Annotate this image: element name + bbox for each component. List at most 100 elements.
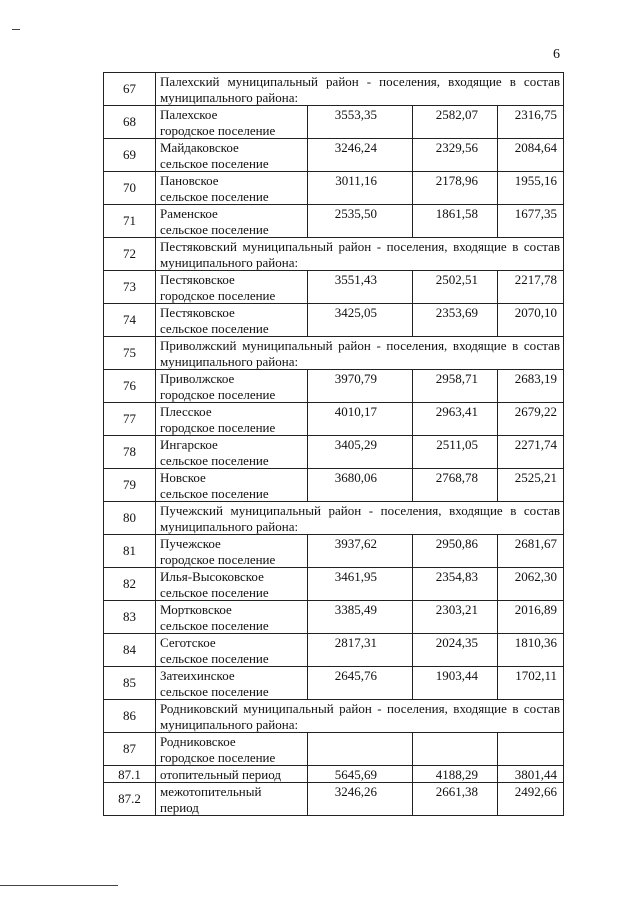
- value-cell-2: 1861,58: [412, 204, 498, 238]
- row-number: 69: [103, 138, 156, 172]
- table-row: 87.1 отопительный период 5645,69 4188,29 380…: [103, 765, 565, 783]
- value-cell-3: 2084,64: [496, 138, 565, 172]
- settlement-name-line: Илья-Высоковское: [160, 569, 264, 584]
- page-number: 6: [553, 47, 560, 62]
- table-row: 76 Приволжское городское поселение 3970,79 2…: [103, 369, 565, 403]
- value-cell-2: 2353,69: [412, 303, 498, 337]
- row-number: 83: [103, 600, 156, 634]
- settlement-name: Майдаковское сельское поселение: [155, 138, 308, 172]
- value-cell-3: [496, 732, 565, 766]
- table-row: 85 Затеихинское сельское поселение 2645,76 1…: [103, 666, 565, 700]
- settlement-name: Родниковское городское поселение: [155, 732, 308, 766]
- district-header: Родниковский муниципальный район - посел…: [154, 699, 565, 733]
- settlement-name-line: отопительный период: [160, 767, 281, 782]
- settlement-name-line: городское поселение: [160, 551, 276, 567]
- value-cell-2: 2354,83: [412, 567, 498, 601]
- value-cell-2: 2024,35: [412, 633, 498, 667]
- value-cell-2: 2661,38: [412, 782, 498, 816]
- settlement-name-line: Пучежское: [160, 536, 221, 551]
- settlement-name-line: городское поселение: [160, 287, 276, 303]
- district-header-row: 86 Родниковский муниципальный район - пос…: [103, 699, 565, 733]
- settlement-name: Приволжское городское поселение: [155, 369, 308, 403]
- district-header: Палехский муниципальный район - поселени…: [154, 72, 565, 106]
- settlement-name: межотопительный период: [155, 782, 308, 816]
- table-row: 70 Пановское сельское поселение 3011,16 2178…: [103, 171, 565, 205]
- settlement-name-line: Плесское: [160, 404, 212, 419]
- table-row: 87 Родниковское городское поселение: [103, 732, 565, 766]
- value-cell-3: 2681,67: [496, 534, 565, 568]
- table-row: 82 Илья-Высоковское сельское поселение 3461…: [103, 567, 565, 601]
- settlement-name-line: Палехское: [160, 107, 218, 122]
- settlement-name-line: Раменское: [160, 206, 218, 221]
- settlement-name-line: сельское поселение: [160, 452, 269, 468]
- row-number: 70: [103, 171, 156, 205]
- settlement-name: Новское сельское поселение: [155, 468, 308, 502]
- table-row: 69 Майдаковское сельское поселение 3246,24 2…: [103, 138, 565, 172]
- value-cell-3: 2492,66: [496, 782, 565, 816]
- row-number: 87.1: [103, 765, 156, 783]
- value-cell-2: 2329,56: [412, 138, 498, 172]
- row-number: 71: [103, 204, 156, 238]
- value-cell-3: 2271,74: [496, 435, 565, 469]
- settlement-name-line: городское поселение: [160, 122, 276, 138]
- row-number: 75: [103, 336, 156, 370]
- value-cell-1: 3937,62: [307, 534, 413, 568]
- settlement-name: Илья-Высоковское сельское поселение: [155, 567, 308, 601]
- table-row: 84 Сеготское сельское поселение 2817,31 2024…: [103, 633, 565, 667]
- settlement-name: Сеготское сельское поселение: [155, 633, 308, 667]
- settlement-name-line: период: [160, 799, 199, 815]
- table-row: 71 Раменское сельское поселение 2535,50 1861…: [103, 204, 565, 238]
- value-cell-3: 2683,19: [496, 369, 565, 403]
- value-cell-1: 2645,76: [307, 666, 413, 700]
- settlement-name: Раменское сельское поселение: [155, 204, 308, 238]
- settlement-name-line: межотопительный: [160, 784, 262, 799]
- value-cell-1: 5645,69: [307, 765, 413, 783]
- value-cell-1: 3461,95: [307, 567, 413, 601]
- settlement-name-line: Ингарское: [160, 437, 218, 452]
- value-cell-3: 1702,11: [496, 666, 565, 700]
- value-cell-3: 2016,89: [496, 600, 565, 634]
- district-header-row: 72 Пестяковский муниципальный район - пос…: [103, 237, 565, 271]
- settlement-name-line: Майдаковское: [160, 140, 239, 155]
- settlement-name: Пучежское городское поселение: [155, 534, 308, 568]
- district-header-row: 80 Пучежский муниципальный район - поселе…: [103, 501, 565, 535]
- value-cell-3: 2679,22: [496, 402, 565, 436]
- value-cell-2: 2963,41: [412, 402, 498, 436]
- settlement-name-line: Сеготское: [160, 635, 216, 650]
- row-number: 77: [103, 402, 156, 436]
- settlement-name-line: сельское поселение: [160, 584, 269, 600]
- value-cell-1: 3553,35: [307, 105, 413, 139]
- value-cell-2: 1903,44: [412, 666, 498, 700]
- value-cell-2: 2303,21: [412, 600, 498, 634]
- settlement-name-line: сельское поселение: [160, 155, 269, 171]
- value-cell-1: 2817,31: [307, 633, 413, 667]
- value-cell-3: 2070,10: [496, 303, 565, 337]
- value-cell-2: 2768,78: [412, 468, 498, 502]
- value-cell-3: 1955,16: [496, 171, 565, 205]
- value-cell-1: 3970,79: [307, 369, 413, 403]
- value-cell-2: 2178,96: [412, 171, 498, 205]
- value-cell-3: 2525,21: [496, 468, 565, 502]
- row-number: 80: [103, 501, 156, 535]
- district-header-row: 67 Палехский муниципальный район - поселе…: [103, 72, 565, 106]
- settlement-name-line: Пестяковское: [160, 272, 235, 287]
- row-number: 87.2: [103, 782, 156, 816]
- row-number: 72: [103, 237, 156, 271]
- row-number: 85: [103, 666, 156, 700]
- settlement-name: Пестяковское сельское поселение: [155, 303, 308, 337]
- tariff-table: 67 Палехский муниципальный район - поселе…: [103, 72, 565, 816]
- row-number: 87: [103, 732, 156, 766]
- settlement-name: Затеихинское сельское поселение: [155, 666, 308, 700]
- table-row: 77 Плесское городское поселение 4010,17 2963…: [103, 402, 565, 436]
- value-cell-3: 1810,36: [496, 633, 565, 667]
- settlement-name-line: городское поселение: [160, 749, 276, 765]
- settlement-name-line: городское поселение: [160, 419, 276, 435]
- table-row: 81 Пучежское городское поселение 3937,62 295…: [103, 534, 565, 568]
- table-row: 78 Ингарское сельское поселение 3405,29 2511…: [103, 435, 565, 469]
- table-row: 73 Пестяковское городское поселение 3551,43…: [103, 270, 565, 304]
- value-cell-3: 2062,30: [496, 567, 565, 601]
- settlement-name-line: городское поселение: [160, 386, 276, 402]
- table-row: 74 Пестяковское сельское поселение 3425,05 2…: [103, 303, 565, 337]
- row-number: 78: [103, 435, 156, 469]
- row-number: 74: [103, 303, 156, 337]
